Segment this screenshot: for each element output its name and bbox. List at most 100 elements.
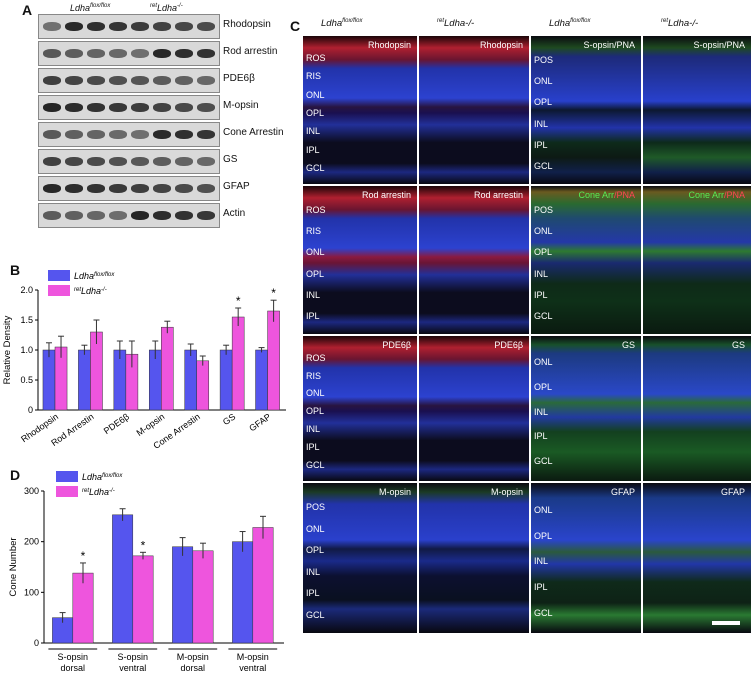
layer-label: OPL [534, 382, 553, 392]
panel-label-d: D [10, 467, 21, 483]
blot-band [131, 49, 149, 58]
x-tick-label: M-opsin [134, 411, 166, 438]
blot-band [131, 76, 149, 85]
micrograph: Rod arrestin [419, 186, 529, 334]
blot-band [109, 103, 127, 112]
bar [161, 326, 174, 411]
bar [252, 527, 274, 644]
blot-band [87, 76, 105, 85]
layer-label: IPL [306, 588, 320, 598]
blot-band [109, 22, 127, 31]
layer-label: OPL [534, 247, 553, 257]
blot-row-label: GS [223, 154, 238, 165]
layer-label: OPL [306, 406, 325, 416]
blot-row [38, 41, 220, 66]
micrograph: M-opsin POS ONL OPL INL IPL GCL [303, 483, 417, 633]
blot-row-label: Rod arrestin [223, 46, 278, 57]
blot-band [153, 103, 171, 112]
blot-row [38, 149, 220, 174]
blot-band [175, 211, 193, 220]
blot-band [109, 130, 127, 139]
stain-label: GFAP [720, 487, 745, 497]
y-tick-label: 0 [28, 405, 33, 415]
layer-label: ROS [306, 53, 326, 63]
layer-label: ONL [306, 524, 325, 534]
bar [192, 550, 214, 644]
y-tick-label: 1.5 [20, 315, 33, 325]
stain-label: Rhodopsin [479, 40, 523, 50]
x-tick-label: S-opsin [118, 652, 149, 662]
layer-label: IPL [534, 582, 548, 592]
layer-label: ONL [534, 357, 553, 367]
stain-label: Rod arrestin [473, 190, 523, 200]
layer-label: INL [534, 119, 549, 129]
legend-swatch [56, 486, 78, 497]
panel-label-c: C [290, 18, 301, 34]
blot-band [153, 22, 171, 31]
blot-row-label: Rhodopsin [223, 19, 271, 30]
layer-label: INL [306, 290, 321, 300]
blot-band [65, 184, 83, 193]
layer-label: OPL [306, 108, 325, 118]
bar [219, 349, 233, 411]
blot-band [131, 184, 149, 193]
layer-label: IPL [306, 145, 320, 155]
blot-group2-label: retLdha-/- [150, 3, 183, 13]
panel-label-a: A [22, 2, 33, 18]
blot-band [175, 76, 193, 85]
y-tick-label: 100 [24, 587, 39, 597]
blot-band [131, 157, 149, 166]
layer-label: OPL [534, 97, 553, 107]
x-tick-label: dorsal [61, 663, 86, 673]
micrograph: Rhodopsin [419, 36, 529, 184]
micrograph: Rod arrestin ROS RIS ONL OPL INL IPL [303, 186, 417, 334]
significance-star: * [236, 294, 241, 308]
stain-label: PDE6β [494, 340, 523, 350]
blot-band [153, 157, 171, 166]
blot-band [65, 103, 83, 112]
blot-band [43, 49, 61, 58]
micrograph: GFAP [643, 483, 751, 633]
blot-band [197, 157, 215, 166]
y-tick-label: 200 [24, 537, 39, 547]
blot-band [197, 211, 215, 220]
column-header: retLdha-/- [661, 18, 699, 30]
blot-band [197, 130, 215, 139]
bar [172, 546, 194, 644]
stain-label: S-opsin/PNA [583, 40, 635, 50]
blot-band [109, 211, 127, 220]
blot-band [87, 211, 105, 220]
layer-label: OPL [306, 545, 325, 555]
layer-label: INL [534, 269, 549, 279]
stain-label: M-opsin [378, 487, 411, 497]
layer-label: IPL [534, 140, 548, 150]
layer-label: ONL [306, 247, 325, 257]
bar [267, 310, 280, 411]
blot-band [87, 184, 105, 193]
layer-label: IPL [306, 442, 320, 452]
layer-label: POS [534, 205, 554, 215]
layer-label: RIS [306, 226, 322, 236]
blot-band [153, 211, 171, 220]
legend-label: retLdha-/- [74, 286, 107, 296]
blot-band [109, 157, 127, 166]
scale-bar [712, 621, 740, 625]
stain-label: GS [621, 340, 635, 350]
y-axis-label: Cone Number [8, 537, 19, 596]
bar [232, 541, 254, 644]
layer-label: GCL [534, 311, 553, 321]
layer-label: ONL [534, 226, 553, 236]
micrograph: PDE6β ROS RIS ONL OPL INL IPL GCL [303, 336, 417, 481]
layer-label: ROS [306, 205, 326, 215]
blot-band [153, 184, 171, 193]
layer-label: OPL [306, 269, 325, 279]
blot-band [43, 130, 61, 139]
blot-band [43, 103, 61, 112]
micrograph: GS ONL OPL INL IPL GCL [531, 336, 641, 481]
x-tick-label: ventral [119, 663, 146, 673]
blot-band [175, 130, 193, 139]
y-tick-label: 2.0 [20, 285, 33, 295]
blot-band [65, 157, 83, 166]
blot-row [38, 203, 220, 228]
